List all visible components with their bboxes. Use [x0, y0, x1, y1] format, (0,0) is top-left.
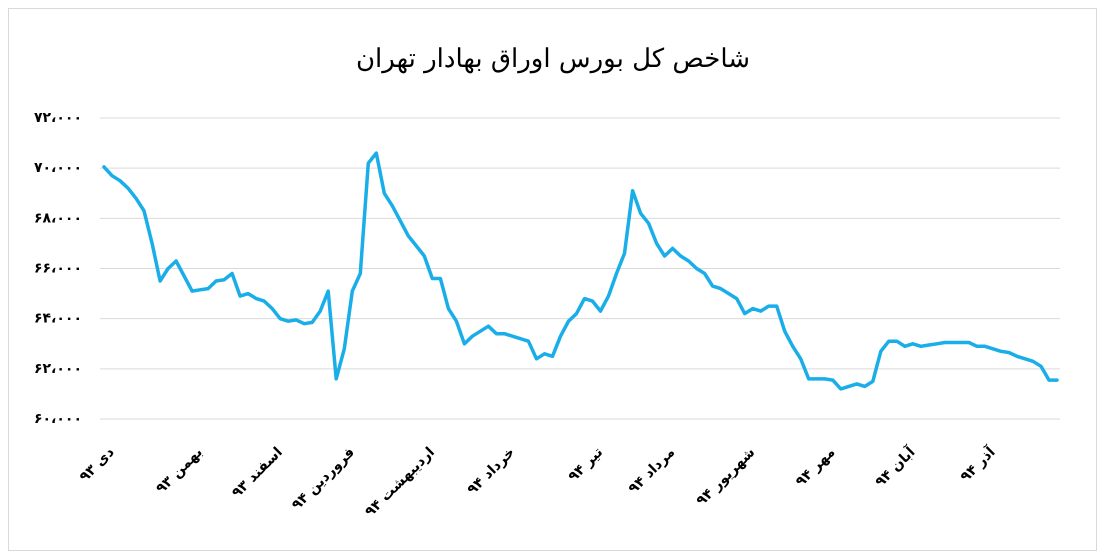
chart-title: شاخص کل بورس اوراق بهادار تهران: [356, 44, 750, 74]
y-tick-label: ۶۴،۰۰۰: [34, 311, 82, 327]
y-tick-label: ۶۲،۰۰۰: [34, 361, 82, 377]
y-tick-label: ۶۶،۰۰۰: [34, 261, 82, 277]
y-tick-label: ۶۰،۰۰۰: [34, 411, 82, 427]
chart-border: [8, 8, 1097, 551]
line: [102, 151, 1059, 391]
y-tick-label: ۷۲،۰۰۰: [34, 110, 82, 126]
y-tick-label: ۷۰،۰۰۰: [34, 160, 82, 176]
y-tick-label: ۶۸،۰۰۰: [34, 210, 82, 226]
